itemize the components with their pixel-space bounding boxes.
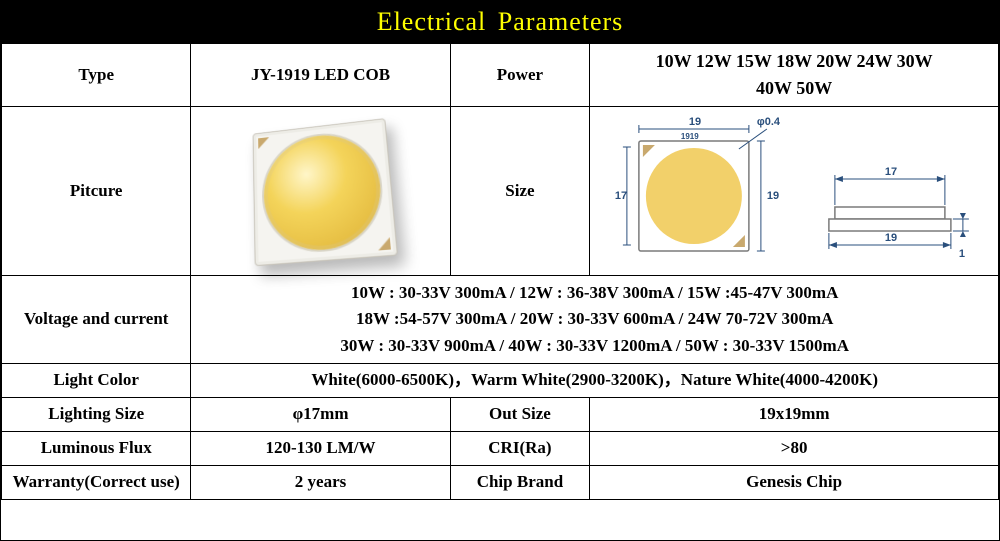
luminous-value: 120-130 LM/W <box>191 432 450 466</box>
svg-text:1919: 1919 <box>681 132 699 141</box>
lighting-size-value: φ17mm <box>191 398 450 432</box>
table-row: Type JY-1919 LED COB Power 10W 12W 15W 1… <box>2 44 999 107</box>
warranty-value: 2 years <box>191 466 450 500</box>
chip-brand-label: Chip Brand <box>450 466 590 500</box>
lighting-size-label: Lighting Size <box>2 398 191 432</box>
picture-cell <box>191 107 450 276</box>
size-diagram: 19 1919 17 19 <box>596 111 992 271</box>
dim-19-side: 19 <box>885 232 897 244</box>
light-color-value: White(6000-6500K)，Warm White(2900-3200K)… <box>191 364 999 398</box>
table-row: Light Color White(6000-6500K)，Warm White… <box>2 364 999 398</box>
table-row: Luminous Flux 120-130 LM/W CRI(Ra) >80 <box>2 432 999 466</box>
picture-label: Pitcure <box>2 107 191 276</box>
title-bar: Electrical Parameters <box>1 1 999 43</box>
size-diagram-cell: 19 1919 17 19 <box>590 107 999 276</box>
size-label: Size <box>450 107 590 276</box>
voltage-label: Voltage and current <box>2 276 191 364</box>
table-row: Pitcure Size <box>2 107 999 276</box>
table-row: Lighting Size φ17mm Out Size 19x19mm <box>2 398 999 432</box>
dim-19-top: 19 <box>689 116 701 128</box>
table-row: Warranty(Correct use) 2 years Chip Brand… <box>2 466 999 500</box>
voltage-line: 30W : 30-33V 900mA / 40W : 30-33V 1200mA… <box>197 333 992 359</box>
table-row: Voltage and current 10W : 30-33V 300mA /… <box>2 276 999 364</box>
parameters-table: Type JY-1919 LED COB Power 10W 12W 15W 1… <box>1 43 999 500</box>
voltage-line: 10W : 30-33V 300mA / 12W : 36-38V 300mA … <box>197 280 992 306</box>
power-values: 10W 12W 15W 18W 20W 24W 30W 40W 50W <box>590 44 999 107</box>
dim-17-side: 17 <box>885 166 897 178</box>
cri-label: CRI(Ra) <box>450 432 590 466</box>
cri-value: >80 <box>590 432 999 466</box>
warranty-label: Warranty(Correct use) <box>2 466 191 500</box>
power-label: Power <box>450 44 590 107</box>
dim-hole: φ0.4 <box>757 116 781 128</box>
luminous-label: Luminous Flux <box>2 432 191 466</box>
voltage-line: 18W :54-57V 300mA / 20W : 30-33V 600mA /… <box>197 306 992 332</box>
dim-17-left: 17 <box>615 190 627 202</box>
dim-19-right: 19 <box>767 190 779 202</box>
chip-brand-value: Genesis Chip <box>590 466 999 500</box>
top-view: 19 1919 17 19 <box>615 116 781 251</box>
spec-sheet: Electrical Parameters Type JY-1919 LED C… <box>0 0 1000 541</box>
type-label: Type <box>2 44 191 107</box>
dim-depth: 1 <box>959 248 965 260</box>
light-color-label: Light Color <box>2 364 191 398</box>
cob-image <box>197 121 443 261</box>
side-view: 17 19 <box>829 166 969 260</box>
voltage-values: 10W : 30-33V 300mA / 12W : 36-38V 300mA … <box>191 276 999 364</box>
type-value: JY-1919 LED COB <box>191 44 450 107</box>
out-size-label: Out Size <box>450 398 590 432</box>
out-size-value: 19x19mm <box>590 398 999 432</box>
